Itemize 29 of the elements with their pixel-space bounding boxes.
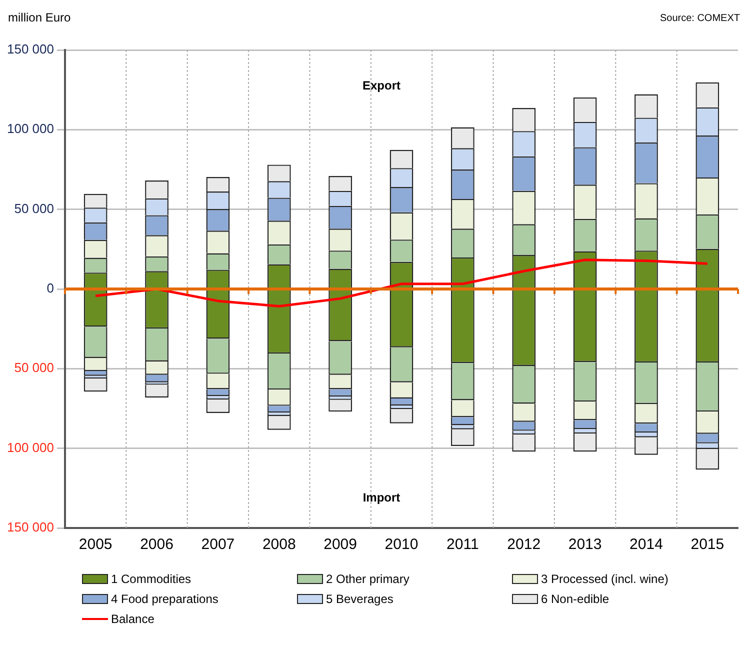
- legend-label: 3 Processed (incl. wine): [541, 572, 668, 586]
- x-tick-label: 2011: [446, 536, 479, 554]
- y-tick-label: 50 000: [14, 360, 54, 376]
- y-tick-label: 50 000: [14, 200, 54, 216]
- x-tick-label: 2008: [262, 536, 296, 554]
- x-tick-label: 2012: [507, 536, 541, 554]
- annotation: Import: [362, 490, 400, 504]
- y-tick-label: 100 000: [6, 121, 54, 136]
- x-tick-label: 2014: [630, 536, 663, 554]
- x-tick-label: 2015: [690, 536, 724, 554]
- y-tick-label: 150 000: [6, 520, 54, 535]
- y-axis-title: million Euro: [8, 10, 72, 24]
- y-tick-label: 100 000: [6, 440, 54, 455]
- x-tick-label: 2006: [140, 536, 174, 554]
- legend-label: 6 Non-edible: [541, 592, 610, 606]
- legend-label: Balance: [111, 612, 154, 626]
- legend-label: 1 Commodities: [111, 572, 192, 586]
- x-tick-label: 2010: [384, 536, 418, 554]
- y-tick-label: 150 000: [6, 42, 54, 57]
- y-tick-label: 0: [46, 280, 54, 296]
- source-note: Source: COMEXT: [660, 12, 740, 24]
- legend-label: 4 Food preparations: [111, 592, 218, 606]
- x-tick-label: 2013: [568, 536, 602, 554]
- x-tick-label: 2007: [201, 536, 235, 554]
- legend-label: 5 Beverages: [326, 592, 394, 606]
- x-tick-label: 2009: [324, 536, 357, 554]
- x-tick-label: 2005: [78, 536, 112, 554]
- annotation: Export: [362, 78, 401, 92]
- legend-label: 2 Other primary: [326, 572, 410, 586]
